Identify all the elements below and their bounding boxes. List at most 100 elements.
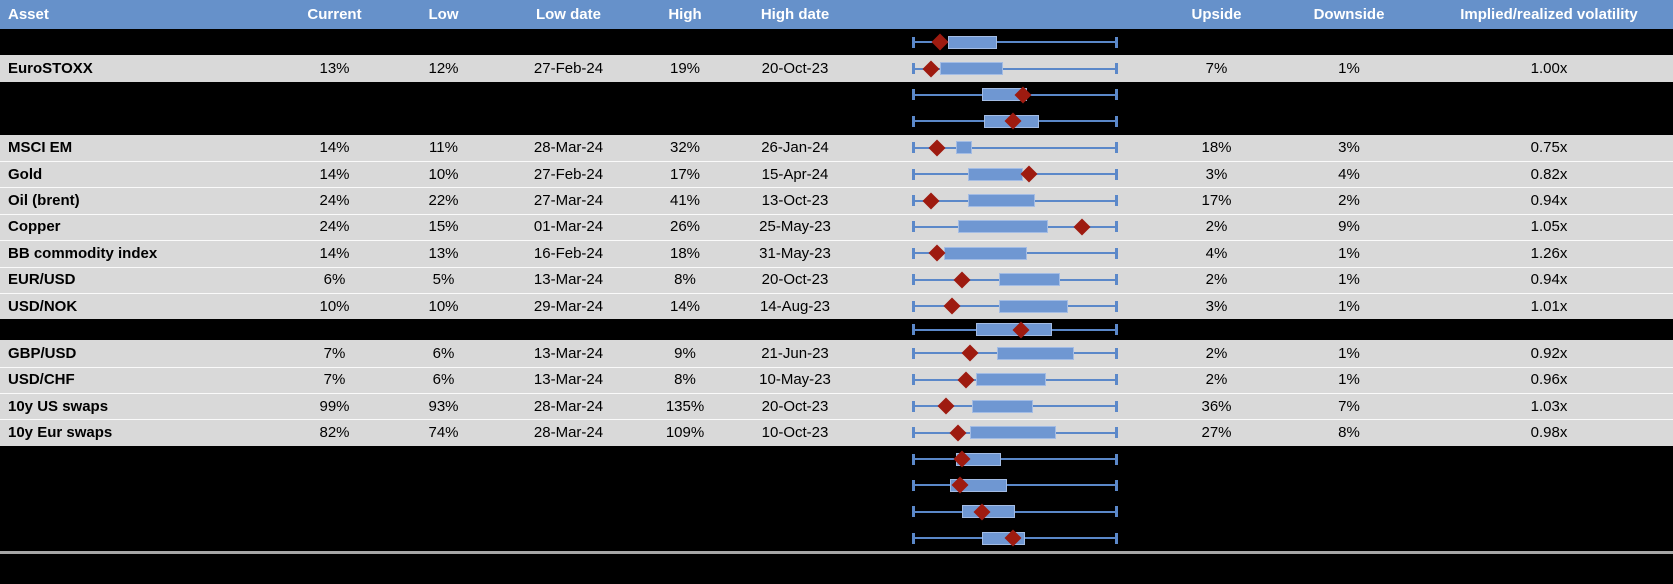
table-row-gold: Gold 14% 10% 27-Feb-24 17% 15-Apr-24 3% 4% 0.82x (0, 160, 1673, 188)
implied-realized-value: 1.26x (1530, 245, 1568, 261)
high-date: 20-Oct-23 (761, 398, 829, 414)
low-value: 6% (432, 372, 455, 388)
boxplot (912, 267, 1118, 293)
boxplot (912, 525, 1118, 551)
high-value: 8% (674, 372, 696, 388)
low-value: 6% (432, 345, 455, 361)
whisker-low-tick (912, 427, 915, 439)
boxplot-cell (851, 161, 1160, 187)
whisker-low-tick (912, 115, 915, 127)
table-row-gbp-usd: GBP/USD 7% 6% 13-Mar-24 9% 21-Jun-23 2% 1% 0.92x (0, 340, 1673, 367)
whisker-high-tick (1115, 115, 1118, 127)
boxplot (912, 419, 1118, 445)
implied-realized-value: 0.75x (1530, 140, 1568, 156)
low-date: 29-Mar-24 (533, 298, 604, 314)
asset-name: USD/CHF (8, 372, 75, 388)
hidden-row (0, 445, 1673, 473)
high-date: 10-May-23 (759, 372, 831, 388)
current-value: 6% (323, 272, 346, 288)
column-header-low-date: Low date (535, 7, 601, 22)
high-value: 9% (674, 345, 696, 361)
boxplot (912, 187, 1118, 213)
whisker-high-tick (1115, 400, 1118, 412)
low-date: 13-Mar-24 (533, 272, 604, 288)
whisker-low-tick (912, 506, 915, 518)
whisker-high-tick (1115, 300, 1118, 312)
high-value: 41% (669, 193, 701, 209)
whisker-line (913, 484, 1117, 487)
column-header-high: High (668, 7, 702, 22)
whisker-low-tick (912, 89, 915, 101)
current-value: 24% (319, 193, 350, 209)
low-value: 12% (428, 61, 459, 77)
table-row-bb-commodity-index: BB commodity index 14% 13% 16-Feb-24 18% 31-M… (0, 240, 1673, 267)
whisker-high-tick (1115, 247, 1118, 259)
whisker-low-tick (912, 36, 915, 48)
boxplot-box (972, 399, 1034, 413)
high-value: 109% (665, 425, 705, 441)
asset-name: Copper (8, 219, 61, 235)
boxplot (912, 319, 1118, 340)
low-value: 93% (428, 398, 459, 414)
low-date: 27-Mar-24 (533, 193, 604, 209)
whisker-high-tick (1115, 453, 1118, 465)
upside-value: 2% (1205, 345, 1228, 361)
upside-value: 17% (1201, 193, 1232, 209)
table-row-usd-nok: USD/NOK 10% 10% 29-Mar-24 14% 14-Aug-23 3% 1% 1.… (0, 292, 1673, 320)
asset-name: USD/NOK (8, 298, 78, 314)
whisker-low-tick (912, 532, 915, 544)
boxplot-cell (851, 135, 1160, 161)
low-value: 11% (429, 140, 458, 156)
high-date: 25-May-23 (759, 219, 831, 235)
low-value: 10% (428, 166, 459, 182)
asset-name: GBP/USD (8, 345, 77, 361)
boxplot-cell (851, 499, 1160, 525)
boxplot (912, 499, 1118, 525)
low-date: 01-Mar-24 (533, 219, 604, 235)
boxplot (912, 293, 1118, 319)
high-date: 15-Apr-24 (761, 166, 829, 182)
low-value: 13% (428, 245, 459, 261)
whisker-line (913, 510, 1117, 513)
current-marker-diamond (922, 60, 940, 78)
whisker-low-tick (912, 142, 915, 154)
current-value: 13% (319, 61, 350, 77)
table-header-row: Asset Current Low Low date High High date Upsi… (0, 0, 1673, 29)
boxplot-box (970, 426, 1056, 440)
boxplot-cell (851, 525, 1160, 551)
upside-value: 36% (1201, 398, 1232, 414)
upside-value: 27% (1201, 425, 1232, 441)
high-value: 14% (669, 298, 701, 314)
whisker-high-tick (1115, 221, 1118, 233)
whisker-low-tick (912, 63, 915, 75)
boxplot-cell (851, 267, 1160, 293)
whisker-low-tick (912, 347, 915, 359)
hidden-row (0, 108, 1673, 135)
column-header-low: Low (428, 7, 459, 22)
implied-realized-value: 0.94x (1530, 272, 1568, 288)
table-row-usd-chf: USD/CHF 7% 6% 13-Mar-24 8% 10-May-23 2% 1% 0.96x (0, 366, 1673, 394)
boxplot-cell (851, 367, 1160, 393)
boxplot (912, 82, 1118, 108)
current-value: 99% (319, 398, 350, 414)
downside-value: 1% (1338, 345, 1360, 361)
boxplot (912, 472, 1118, 498)
downside-value: 1% (1338, 272, 1360, 288)
boxplot (912, 240, 1118, 266)
whisker-low-tick (912, 168, 915, 180)
asset-name: BB commodity index (8, 245, 158, 261)
column-header-implied-realized-volatility: Implied/realized volatility (1460, 7, 1638, 22)
whisker-high-tick (1115, 347, 1118, 359)
boxplot-box (998, 299, 1069, 313)
whisker-high-tick (1115, 479, 1118, 491)
current-marker-diamond (953, 271, 971, 289)
boxplot (912, 135, 1118, 161)
current-marker-diamond (957, 371, 975, 389)
low-date: 28-Mar-24 (533, 398, 604, 414)
current-marker-diamond (1073, 218, 1091, 236)
hidden-row (0, 29, 1673, 56)
column-header-asset: Asset (8, 7, 49, 22)
whisker-low-tick (912, 195, 915, 207)
boxplot (912, 29, 1118, 55)
